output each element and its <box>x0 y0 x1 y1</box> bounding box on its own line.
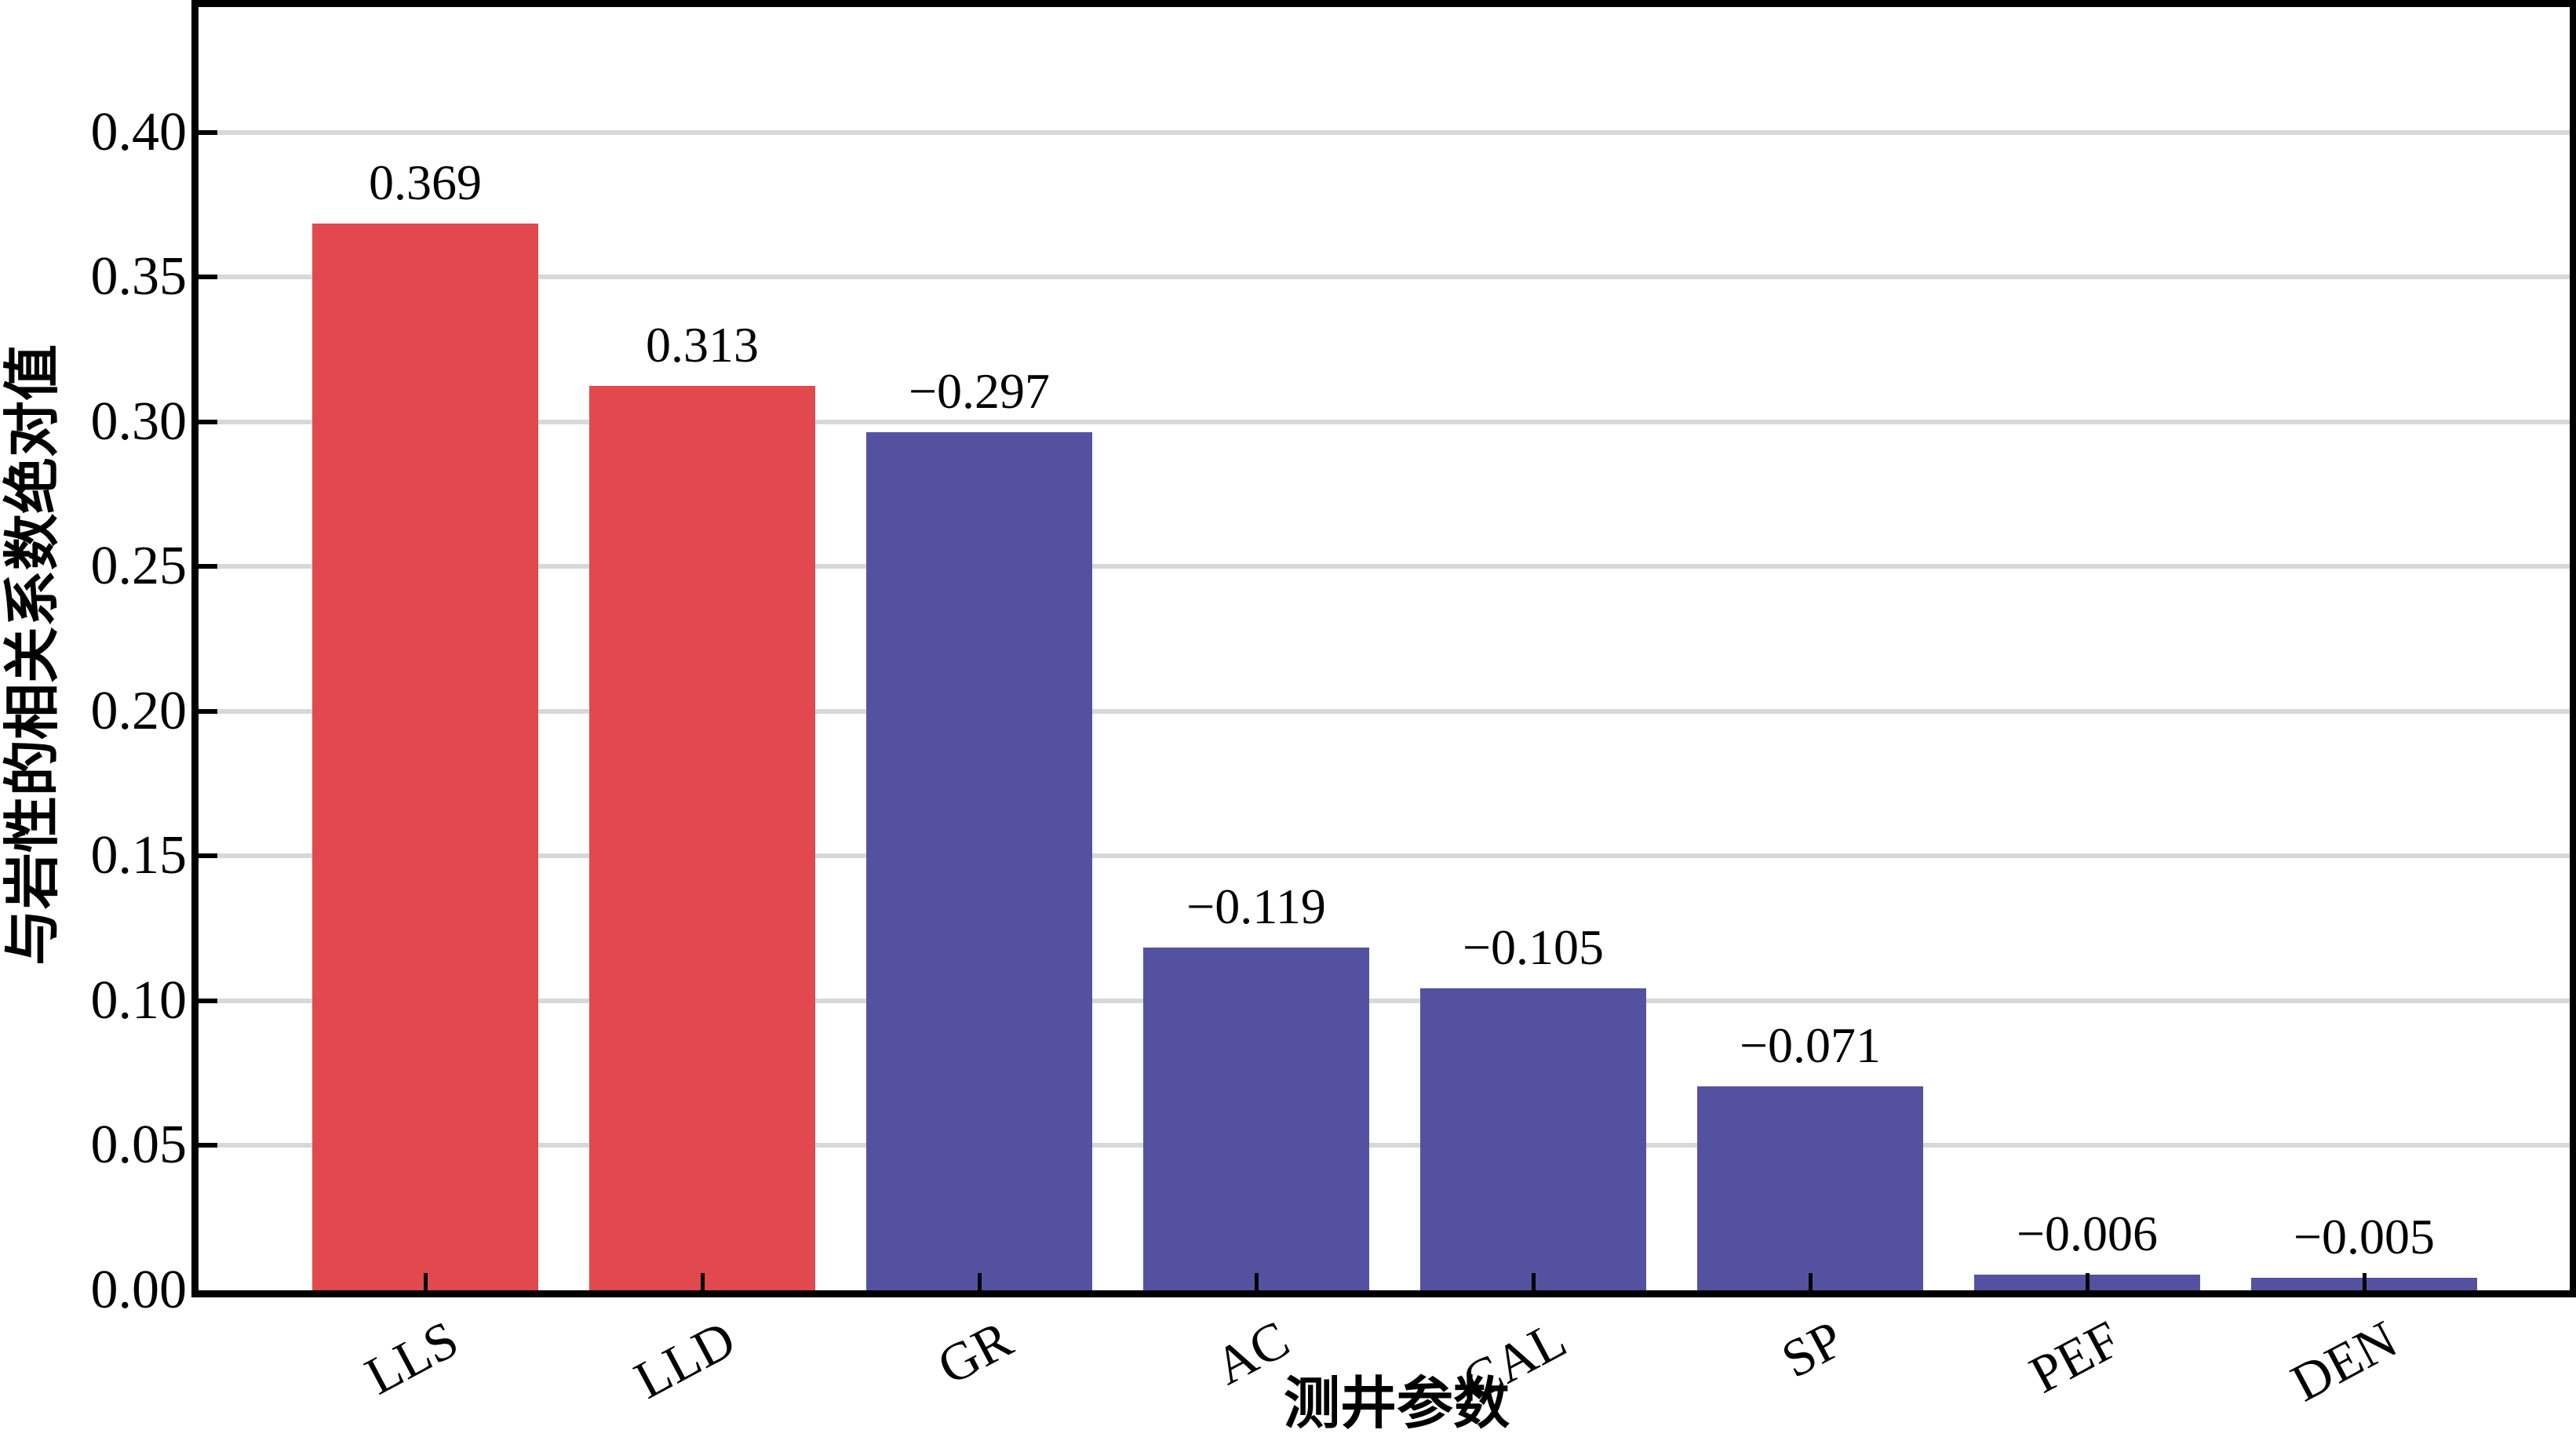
gridline <box>199 130 2570 135</box>
bars-layer <box>199 7 2570 1290</box>
x-tick-label-ac: AC <box>1204 1308 1299 1396</box>
y-tick-label: 0.25 <box>90 536 188 596</box>
x-tick <box>701 1273 705 1290</box>
bar-cal <box>1420 988 1646 1290</box>
x-tick <box>424 1273 428 1290</box>
y-tick-label: 0.20 <box>90 681 188 741</box>
y-tick <box>199 130 217 135</box>
bar-lls <box>312 224 538 1290</box>
plot-box <box>191 0 2576 1297</box>
x-tick-label-lld: LLD <box>625 1308 745 1410</box>
x-axis-title: 测井参数 <box>1283 1373 1510 1435</box>
x-tick-label-sp: SP <box>1772 1308 1853 1390</box>
x-tick-label-cal: CAL <box>1453 1308 1576 1412</box>
gridlines-layer <box>199 7 2570 1290</box>
y-tick-label: 0.00 <box>90 1260 188 1320</box>
x-tick-label-den: DEN <box>2281 1308 2407 1413</box>
y-tick <box>199 564 217 569</box>
x-tick-label-pef: PEF <box>2020 1308 2130 1405</box>
gridline <box>199 853 2570 858</box>
y-axis-title: 与岩性的相关系数绝对值 <box>2 344 64 966</box>
x-tick <box>2363 1273 2366 1290</box>
y-tick <box>199 275 217 279</box>
y-tick-label: 0.15 <box>90 825 188 886</box>
y-tick-label: 0.30 <box>90 391 188 452</box>
y-tick-label: 0.40 <box>90 102 188 162</box>
y-tick <box>199 1143 217 1148</box>
x-tick <box>2086 1273 2090 1290</box>
gridline <box>199 420 2570 424</box>
x-tick <box>1532 1273 1536 1290</box>
gridline <box>199 564 2570 569</box>
gridline <box>199 709 2570 714</box>
x-tick <box>1255 1273 1259 1290</box>
gridline <box>199 1143 2570 1148</box>
gridline <box>199 999 2570 1003</box>
y-tick-label: 0.35 <box>90 246 188 307</box>
plot-area <box>199 7 2570 1290</box>
bar-lld <box>589 386 815 1290</box>
bar-gr <box>866 432 1092 1290</box>
gridline <box>199 275 2570 279</box>
x-tick <box>1809 1273 1813 1290</box>
bar-sp <box>1697 1086 1923 1290</box>
y-tick <box>199 853 217 858</box>
y-tick <box>199 999 217 1003</box>
bar-ac <box>1143 948 1369 1290</box>
y-tick <box>199 709 217 714</box>
y-tick-label: 0.05 <box>90 1115 188 1175</box>
ticks-layer <box>199 7 2570 1290</box>
y-tick-label: 0.10 <box>90 970 188 1031</box>
y-tick <box>199 420 217 424</box>
x-tick-label-lls: LLS <box>355 1308 468 1406</box>
x-tick <box>978 1273 982 1290</box>
x-tick-label-gr: GR <box>927 1308 1022 1396</box>
